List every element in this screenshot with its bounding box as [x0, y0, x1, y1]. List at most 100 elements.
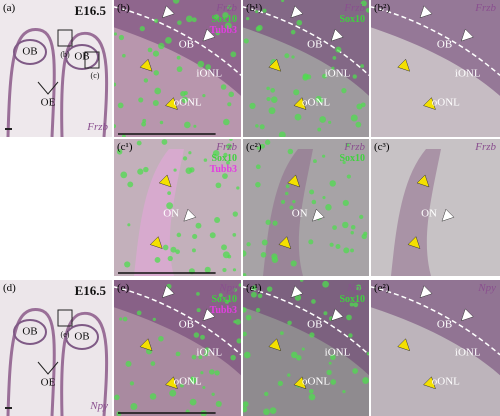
- cell: [209, 369, 215, 375]
- cell: [353, 302, 359, 308]
- cell: [221, 244, 227, 251]
- cell: [287, 320, 292, 326]
- arrowhead: [460, 308, 474, 322]
- arrowhead: [293, 97, 307, 110]
- cell: [243, 351, 251, 359]
- cell: [192, 233, 198, 240]
- cell: [322, 73, 327, 79]
- region-label: oONL: [302, 375, 331, 388]
- cell: [181, 96, 189, 104]
- cell: [356, 103, 363, 110]
- arrowhead: [416, 174, 430, 188]
- cell: [185, 15, 193, 23]
- cell: [309, 332, 315, 338]
- region-label: OB: [178, 318, 195, 331]
- cell: [311, 299, 316, 304]
- cell: [285, 191, 289, 196]
- cell: [154, 257, 161, 263]
- band: [371, 280, 500, 376]
- cell: [120, 171, 128, 179]
- panel-label: (e¹): [246, 282, 262, 294]
- cell: [141, 121, 147, 127]
- cell: [349, 302, 354, 307]
- panel-label: (d): [3, 282, 16, 294]
- cell: [228, 91, 235, 98]
- cell: [196, 308, 201, 313]
- cell: [190, 376, 195, 380]
- cell: [226, 143, 232, 150]
- cell: [266, 286, 273, 292]
- pointer: [37, 81, 59, 95]
- marker-label: Tubb3: [209, 164, 237, 175]
- region-label: ON: [163, 207, 180, 220]
- panel-image: [371, 280, 500, 390]
- cell: [292, 199, 296, 204]
- marker-label: Sox10: [339, 294, 365, 305]
- pointer: [37, 361, 59, 375]
- panel: (b²) Frzb OB iONL oONL: [371, 0, 500, 137]
- gene-name: Frzb: [475, 141, 496, 153]
- cell: [223, 152, 228, 157]
- cell: [269, 407, 277, 415]
- cell: [158, 335, 164, 342]
- cell: [341, 88, 347, 94]
- tissue: [60, 31, 109, 137]
- arrowhead: [460, 28, 474, 42]
- cell: [121, 134, 126, 137]
- cell: [326, 369, 332, 376]
- cell: [350, 231, 354, 235]
- cell: [335, 46, 342, 53]
- cell: [325, 204, 332, 211]
- cell: [177, 20, 182, 25]
- cell: [218, 293, 223, 298]
- gene-name: Npy: [478, 282, 496, 294]
- tissue: [6, 28, 56, 137]
- cell: [264, 391, 269, 397]
- gene-name: Frzb: [475, 2, 496, 14]
- cell: [143, 166, 149, 173]
- marker-label: Sox10: [339, 14, 365, 25]
- panel-label: (e): [117, 282, 130, 294]
- region-label: iONL: [196, 346, 223, 359]
- cell: [342, 221, 349, 229]
- cell: [175, 351, 181, 357]
- band: [114, 280, 241, 376]
- inset-label: (e): [60, 330, 70, 339]
- cell: [243, 250, 247, 257]
- tissue: [60, 311, 109, 416]
- marker-label: Sox10: [211, 14, 237, 25]
- arrowhead: [419, 5, 433, 19]
- cell: [323, 311, 328, 316]
- cell: [223, 118, 230, 126]
- cell: [230, 51, 237, 58]
- arrowhead: [397, 58, 411, 72]
- region-label: iONL: [196, 67, 223, 80]
- cell: [124, 261, 131, 268]
- cell: [268, 107, 276, 115]
- stage-label: E16.5: [74, 283, 106, 298]
- panel-image: [114, 280, 241, 416]
- arrowhead: [161, 5, 175, 19]
- cell: [159, 120, 164, 125]
- cell: [308, 388, 314, 394]
- cell: [117, 102, 124, 109]
- inset-box: [84, 51, 100, 69]
- gene-name: Frzb: [216, 141, 237, 153]
- cell: [322, 154, 326, 158]
- cell: [332, 225, 337, 230]
- cell: [214, 14, 220, 20]
- cell: [236, 186, 240, 190]
- cell: [211, 392, 215, 396]
- cell: [329, 180, 336, 187]
- region-label: oONL: [173, 96, 202, 109]
- band: [243, 280, 369, 376]
- cell: [138, 97, 144, 103]
- cell: [149, 393, 157, 400]
- arrowhead: [330, 308, 344, 322]
- cell: [191, 381, 195, 385]
- arrowhead: [278, 236, 292, 249]
- cell: [328, 120, 332, 124]
- cell: [360, 64, 365, 68]
- nerve: [391, 149, 441, 276]
- arrowhead: [165, 97, 178, 110]
